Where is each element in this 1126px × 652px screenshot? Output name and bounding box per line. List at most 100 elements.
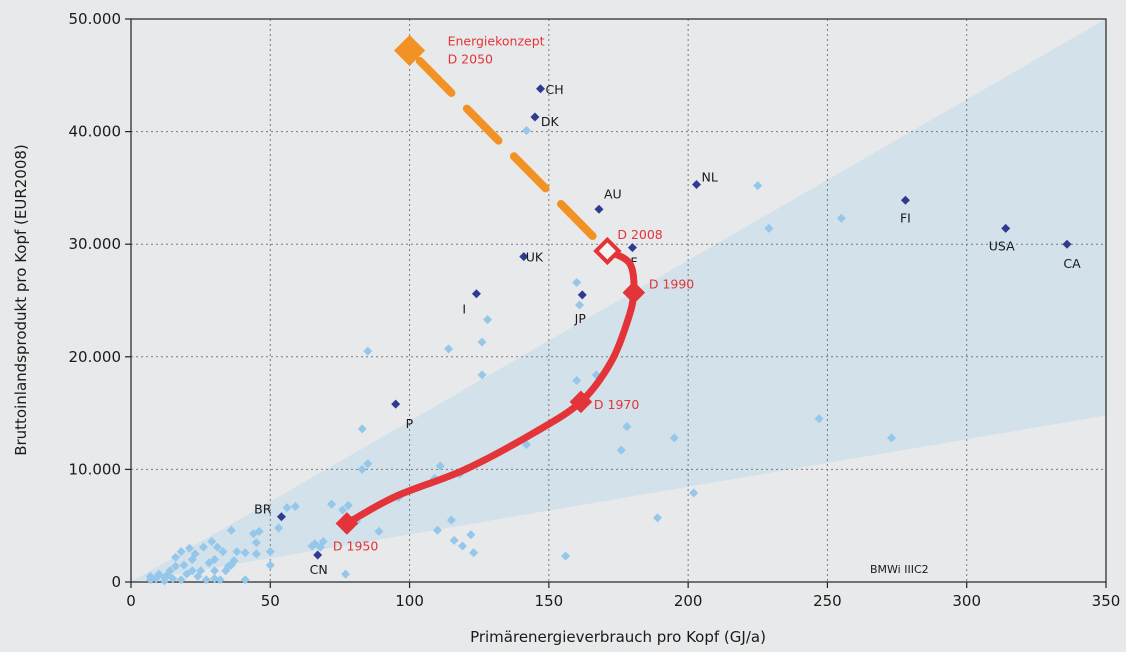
labeled-country-point bbox=[391, 399, 401, 409]
labeled-country-point bbox=[692, 180, 701, 190]
country-label: F bbox=[630, 255, 637, 270]
country-point bbox=[226, 560, 236, 570]
y-tick-label: 10.000 bbox=[69, 460, 122, 478]
country-point bbox=[251, 549, 261, 559]
country-label: DK bbox=[541, 114, 560, 129]
x-tick-label: 0 bbox=[126, 592, 136, 610]
country-label: NL bbox=[702, 170, 718, 185]
country-point bbox=[469, 548, 479, 558]
country-point bbox=[836, 213, 846, 223]
y-tick-label: 20.000 bbox=[69, 348, 122, 366]
country-point bbox=[764, 223, 774, 233]
other-country-points bbox=[146, 125, 896, 586]
country-point bbox=[185, 543, 194, 553]
projection-band bbox=[131, 19, 1106, 582]
country-point bbox=[458, 541, 467, 551]
country-point bbox=[689, 488, 699, 498]
country-point bbox=[575, 300, 584, 310]
country-point bbox=[201, 575, 211, 585]
x-tick-label: 200 bbox=[674, 592, 703, 610]
germany-marker bbox=[569, 390, 593, 414]
country-point bbox=[622, 422, 632, 432]
country-point bbox=[171, 552, 181, 562]
y-tick-label: 0 bbox=[111, 573, 121, 591]
germany-path: D 1950 D 1970 D 1990 D 2008 bbox=[333, 227, 694, 553]
country-label: P bbox=[406, 416, 414, 431]
country-point bbox=[653, 513, 662, 523]
country-point bbox=[363, 459, 373, 469]
target-path: Energiekonzept D 2050 bbox=[394, 34, 612, 255]
labeled-country-point bbox=[627, 243, 637, 253]
country-point bbox=[477, 337, 487, 347]
labeled-country-point bbox=[594, 204, 604, 214]
country-point bbox=[444, 344, 454, 354]
country-point bbox=[249, 529, 259, 539]
country-point bbox=[193, 571, 203, 581]
labeled-country-points: CH DK AU NL FI USA CA F UK JP I P BR CN bbox=[254, 82, 1081, 577]
country-point bbox=[215, 575, 225, 585]
country-point bbox=[210, 566, 220, 576]
x-axis-ticks: 0 50 100 150 200 250 300 350 bbox=[126, 582, 1120, 610]
country-point bbox=[572, 375, 582, 385]
country-point bbox=[446, 515, 456, 525]
country-label: CA bbox=[1063, 256, 1081, 271]
germany-label: D 1990 bbox=[649, 277, 694, 292]
country-point bbox=[232, 547, 242, 557]
target-marker bbox=[394, 34, 426, 67]
gridlines bbox=[131, 19, 1106, 582]
country-point bbox=[466, 530, 476, 540]
y-tick-label: 40.000 bbox=[69, 123, 122, 141]
country-label: I bbox=[462, 302, 466, 317]
country-point bbox=[432, 525, 442, 535]
labeled-country-point bbox=[313, 550, 323, 560]
labeled-country-point bbox=[276, 512, 286, 522]
germany-label: D 1950 bbox=[333, 538, 378, 553]
country-point bbox=[343, 500, 353, 510]
country-point bbox=[374, 526, 384, 536]
country-point bbox=[669, 433, 679, 443]
country-label: AU bbox=[604, 186, 622, 201]
target-label-line2: D 2050 bbox=[448, 52, 493, 67]
labeled-country-point bbox=[1001, 223, 1011, 233]
country-point bbox=[168, 574, 178, 584]
country-label: CN bbox=[310, 562, 328, 577]
labeled-country-point bbox=[577, 290, 587, 300]
country-point bbox=[265, 547, 275, 557]
country-point bbox=[212, 542, 222, 552]
country-point bbox=[176, 547, 186, 557]
country-point bbox=[240, 548, 250, 558]
target-label-line1: Energiekonzept bbox=[448, 34, 545, 49]
country-point bbox=[338, 505, 348, 515]
country-point bbox=[290, 502, 300, 512]
country-point bbox=[198, 542, 208, 552]
country-point bbox=[240, 575, 250, 585]
y-tick-label: 50.000 bbox=[69, 10, 122, 28]
x-tick-label: 350 bbox=[1092, 592, 1121, 610]
germany-marker bbox=[593, 236, 622, 266]
country-point bbox=[254, 526, 264, 536]
country-point bbox=[171, 561, 181, 571]
x-tick-label: 100 bbox=[395, 592, 424, 610]
germany-line bbox=[343, 247, 638, 527]
country-point bbox=[483, 315, 493, 325]
country-point bbox=[274, 523, 284, 533]
country-point bbox=[187, 566, 197, 576]
x-tick-label: 300 bbox=[952, 592, 981, 610]
axes bbox=[130, 18, 1107, 583]
country-point bbox=[477, 370, 487, 380]
country-point bbox=[265, 560, 275, 570]
labeled-country-point bbox=[1062, 239, 1072, 249]
country-label: JP bbox=[574, 311, 587, 326]
country-point bbox=[327, 499, 337, 509]
country-point bbox=[221, 566, 231, 576]
country-point bbox=[251, 538, 261, 548]
country-point bbox=[522, 125, 532, 135]
country-point bbox=[753, 181, 763, 191]
plot-frame bbox=[130, 18, 1107, 583]
country-point bbox=[176, 575, 186, 585]
country-point bbox=[179, 560, 189, 570]
country-point bbox=[307, 541, 317, 551]
country-point bbox=[449, 535, 459, 545]
labeled-country-point bbox=[471, 289, 481, 299]
country-point bbox=[887, 433, 896, 443]
